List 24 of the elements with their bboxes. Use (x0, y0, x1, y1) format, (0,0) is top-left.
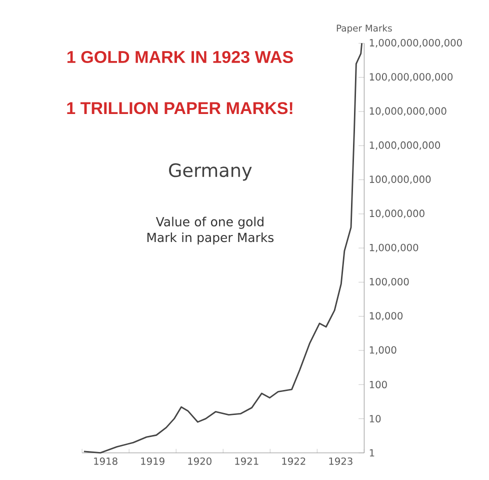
y-tick-label: 10 (370, 415, 381, 423)
x-tick-label: 1923 (329, 458, 352, 466)
y-tick-label: 100 (370, 381, 387, 388)
y-tick-label: 100,000,000,000 (370, 73, 453, 82)
x-tick-label: 1922 (282, 458, 306, 466)
annotation: 1 TRILLION PAPER MARKS! (67, 102, 292, 114)
x-tick-label: 1921 (235, 458, 258, 466)
y-tick-label: 100,000,000 (370, 176, 431, 184)
y-tick-label: 1,000 (370, 346, 396, 355)
y-tick-label: 10,000,000,000 (370, 107, 446, 116)
y-tick-label: 1,000,000 (370, 244, 418, 252)
y-tick-label: 100,000 (370, 278, 409, 287)
x-tick-label: 1918 (94, 458, 118, 466)
y-axis-title: Paper Marks (336, 24, 392, 34)
annotation: 1 GOLD MARK IN 1923 WAS (67, 51, 293, 64)
y-tick-label: 1 (370, 449, 374, 457)
text: Value of one gold Mark in paper Marks (147, 216, 274, 245)
x-tick-label: 1920 (188, 458, 212, 466)
x-tick-label: 1919 (141, 458, 164, 466)
y-tick-label: 1,000,000,000,000 (370, 39, 462, 48)
y-tick-label: 10,000 (370, 312, 403, 321)
y-tick-label: 10,000,000 (370, 210, 424, 218)
y-tick-label: 1,000,000,000 (370, 142, 440, 150)
text: Germany (169, 163, 252, 181)
